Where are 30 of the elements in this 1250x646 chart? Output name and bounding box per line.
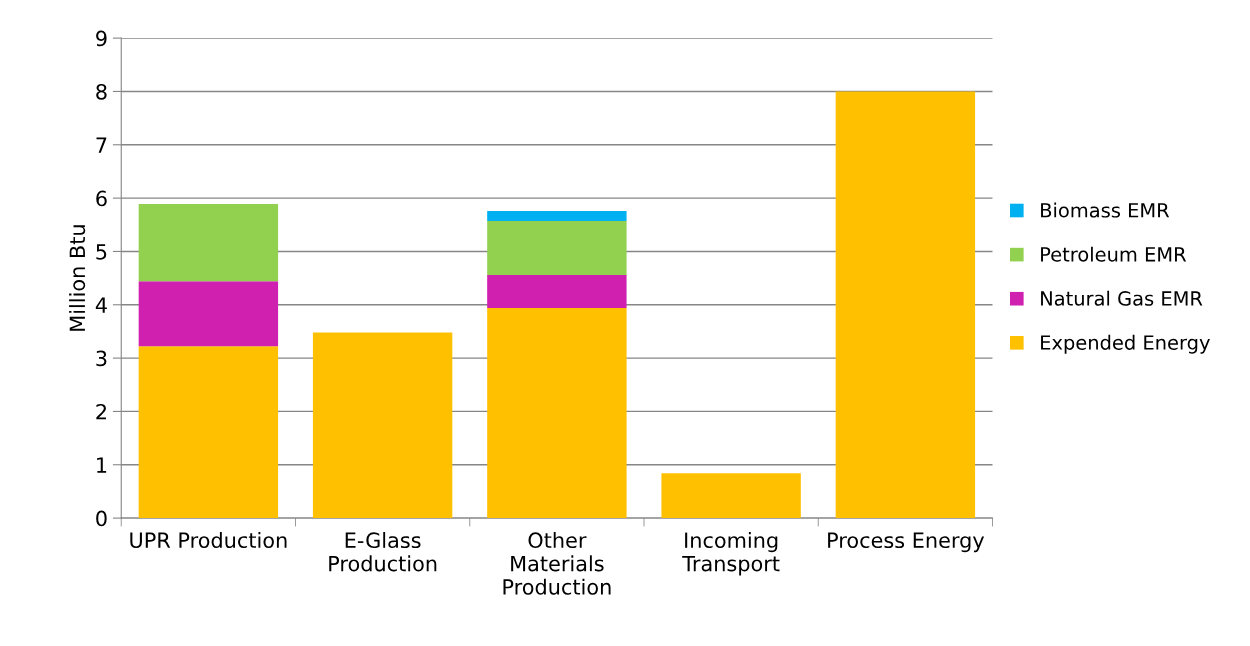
bar <box>312 332 453 519</box>
bar <box>835 91 976 519</box>
y-tick-label: 5 <box>96 244 107 260</box>
y-tick-label: 6 <box>96 190 107 207</box>
y-tick-label: 7 <box>96 137 107 153</box>
x-tick-label: UPR Production <box>130 531 287 549</box>
y-tick-label: 3 <box>96 350 107 367</box>
y-tick-label: 0 <box>96 510 107 527</box>
y-tick-label: 8 <box>96 83 107 100</box>
x-tick-label: E-Glass Production <box>329 531 437 572</box>
y-tick-label: 4 <box>95 297 107 313</box>
bar <box>487 221 627 275</box>
bar <box>487 210 627 222</box>
y-tick-label: 2 <box>96 403 106 420</box>
x-tick-label: Incoming Transport <box>682 531 780 576</box>
legend-label: Natural Gas EMR <box>1041 290 1203 306</box>
y-tick-label: 1 <box>97 457 107 473</box>
legend-label: Petroleum EMR <box>1041 246 1187 262</box>
bar <box>661 473 801 519</box>
x-tick-label: Process Energy <box>828 532 985 553</box>
legend-label: Expended Energy <box>1041 334 1210 354</box>
bar <box>487 307 627 519</box>
y-tick-label: 9 <box>96 30 107 47</box>
bar <box>138 203 279 282</box>
y-axis-title: Million Btu <box>69 225 86 331</box>
bar <box>487 274 627 308</box>
bar <box>138 281 279 347</box>
x-tick-label: Other Materials Production <box>503 531 611 595</box>
bar <box>138 346 279 519</box>
legend-label: Biomass EMR <box>1041 202 1170 218</box>
